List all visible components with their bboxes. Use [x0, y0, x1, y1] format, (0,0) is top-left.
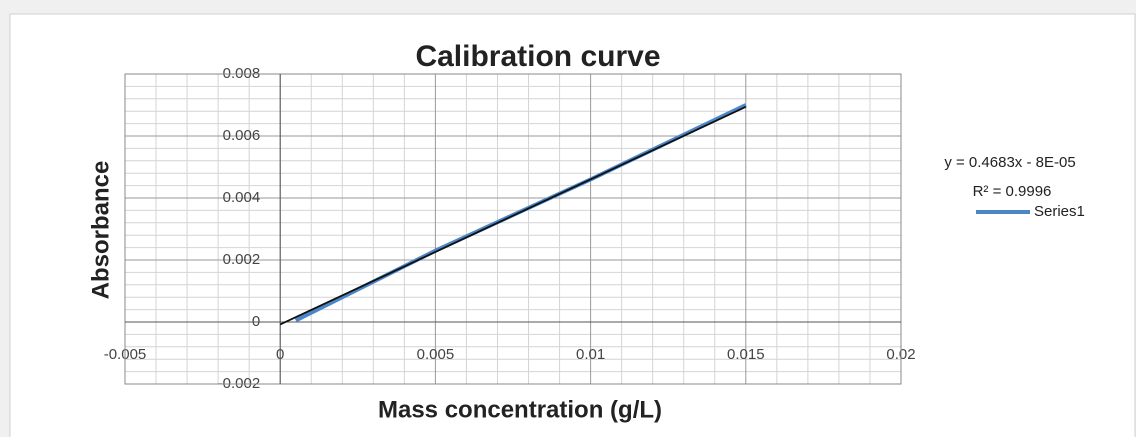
y-axis-label: Absorbance: [87, 161, 114, 300]
x-tick-label: 0.01: [576, 346, 605, 363]
y-tick-label: 0: [252, 313, 260, 330]
equation: y = 0.4683x - 8E-05: [944, 154, 1075, 171]
x-axis-label: Mass concentration (g/L): [378, 396, 662, 423]
y-tick-label: 0.002: [223, 251, 261, 268]
trendline: [279, 106, 747, 326]
r-squared: R² = 0.9996: [973, 183, 1052, 200]
chart-frame: [9, 13, 1136, 437]
chart-title: Calibration curve: [415, 40, 660, 73]
plot-border: [124, 73, 902, 385]
x-tick-label: 0.005: [417, 346, 455, 363]
y-tick-label: 0.008: [223, 65, 261, 82]
y-tick-label: 0.006: [223, 127, 261, 144]
x-tick-label: 0.015: [727, 346, 765, 363]
y-tick-label: 0.004: [223, 189, 261, 206]
legend-label: Series1: [1034, 203, 1085, 220]
y-tick-label: -0.002: [218, 375, 261, 392]
